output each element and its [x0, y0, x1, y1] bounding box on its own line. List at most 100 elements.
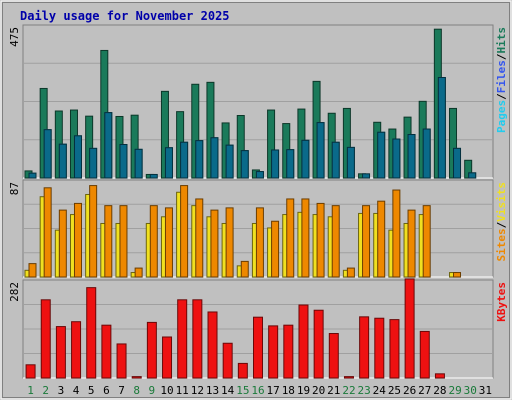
- legend-part: Visits: [495, 182, 508, 222]
- x-tick-label-17: 17: [267, 384, 280, 397]
- x-tick-label-29: 29: [448, 384, 461, 397]
- bar-sites-day-8: [134, 267, 143, 278]
- y-max-label: 282: [8, 282, 21, 302]
- bar-kbytes-day-7: [116, 343, 127, 379]
- bar-kbytes-day-6: [101, 324, 112, 379]
- x-tick-label-4: 4: [73, 384, 80, 397]
- bar-pages-day-2: [43, 129, 52, 179]
- bar-pages-day-7: [119, 144, 128, 179]
- bar-pages-day-12: [195, 140, 204, 179]
- legend-part: KBytes: [495, 282, 508, 322]
- x-tick-label-16: 16: [251, 384, 264, 397]
- bar-pages-day-5: [89, 147, 98, 179]
- legend-part: Sites: [495, 228, 508, 261]
- bar-pages-day-27: [422, 128, 431, 179]
- series-pages: [28, 77, 477, 179]
- bar-sites-day-22: [346, 267, 355, 278]
- x-tick-label-26: 26: [403, 384, 416, 397]
- series-kbytes: [25, 278, 445, 379]
- bar-pages-day-4: [73, 135, 82, 179]
- x-tick-label-5: 5: [88, 384, 95, 397]
- bar-sites-day-15: [240, 260, 249, 278]
- bar-sites-day-27: [422, 205, 431, 278]
- series-legend-label: KBytes: [495, 282, 508, 322]
- x-tick-label-23: 23: [358, 384, 371, 397]
- bar-kbytes-day-24: [374, 317, 385, 379]
- bar-sites-day-1: [28, 263, 37, 278]
- x-tick-label-1: 1: [27, 384, 34, 397]
- bar-kbytes-day-20: [313, 309, 324, 379]
- x-axis-tick-labels: 1 2 3 4 5 6 7 8 9 10 11 12 13 14 15 16 17 18 19 20 21 22 23 24 2…: [27, 384, 492, 397]
- bar-kbytes-day-19: [298, 304, 309, 379]
- x-tick-label-7: 7: [118, 384, 125, 397]
- bar-pages-day-20: [316, 122, 325, 179]
- x-tick-label-30: 30: [464, 384, 477, 397]
- x-tick-label-20: 20: [312, 384, 325, 397]
- bar-sites-day-24: [377, 200, 386, 278]
- bar-pages-day-6: [104, 112, 113, 179]
- legend-part: Pages: [495, 100, 508, 133]
- x-tick-label-25: 25: [388, 384, 401, 397]
- bar-pages-day-29: [453, 147, 462, 179]
- legend-part: Hits: [495, 27, 508, 54]
- bar-kbytes-day-11: [177, 299, 188, 379]
- bar-pages-day-15: [240, 150, 249, 179]
- bar-kbytes-day-1: [25, 364, 36, 379]
- bar-sites-day-26: [407, 209, 416, 278]
- bar-kbytes-day-9: [146, 321, 157, 379]
- x-tick-label-9: 9: [149, 384, 156, 397]
- bar-kbytes-day-15: [237, 362, 248, 379]
- bar-kbytes-day-16: [253, 316, 263, 379]
- legend-part: /: [495, 221, 508, 228]
- y-max-label: 87: [8, 182, 21, 195]
- chart-title: Daily usage for November 2025: [20, 9, 230, 23]
- bar-sites-day-6: [104, 205, 113, 278]
- bar-sites-day-4: [73, 202, 82, 278]
- bar-pages-day-1: [28, 172, 37, 179]
- series-sites: [28, 185, 462, 278]
- x-tick-label-10: 10: [160, 384, 173, 397]
- bar-pages-day-13: [210, 137, 219, 179]
- legend-part: /: [495, 53, 508, 60]
- x-tick-label-22: 22: [342, 384, 355, 397]
- series-legend-label: Sites/Visits: [495, 182, 508, 262]
- x-tick-label-21: 21: [327, 384, 340, 397]
- bar-sites-day-23: [362, 205, 371, 278]
- x-tick-label-3: 3: [58, 384, 65, 397]
- x-tick-label-6: 6: [103, 384, 110, 397]
- bar-kbytes-day-12: [192, 299, 203, 379]
- x-tick-label-13: 13: [206, 384, 219, 397]
- bar-pages-day-14: [225, 144, 234, 179]
- bar-sites-day-25: [392, 189, 401, 278]
- x-tick-label-19: 19: [297, 384, 310, 397]
- y-max-label: 475: [8, 27, 21, 47]
- x-tick-label-27: 27: [418, 384, 431, 397]
- bar-sites-day-9: [149, 205, 158, 278]
- legend-part: /: [495, 93, 508, 100]
- x-tick-label-8: 8: [133, 384, 140, 397]
- bar-sites-day-11: [180, 185, 189, 278]
- bar-pages-day-8: [134, 148, 143, 179]
- bar-pages-day-23: [362, 173, 371, 179]
- bar-sites-day-5: [89, 185, 98, 278]
- bar-pages-day-26: [407, 134, 416, 179]
- bar-pages-day-28: [437, 77, 446, 179]
- bar-kbytes-day-21: [328, 333, 339, 379]
- x-tick-label-15: 15: [236, 384, 249, 397]
- bar-kbytes-day-10: [162, 336, 173, 379]
- bar-kbytes-day-4: [71, 321, 82, 379]
- bar-kbytes-day-25: [389, 319, 400, 379]
- bar-sites-day-17: [271, 220, 280, 278]
- bar-pages-day-11: [180, 141, 189, 179]
- x-tick-label-11: 11: [176, 384, 189, 397]
- bar-kbytes-day-8: [131, 376, 142, 379]
- bar-sites-day-7: [119, 205, 128, 278]
- bar-pages-day-25: [392, 138, 401, 179]
- bar-pages-day-10: [164, 147, 173, 179]
- bar-pages-day-19: [301, 139, 310, 179]
- bar-pages-day-21: [331, 141, 340, 179]
- bar-kbytes-day-3: [55, 326, 66, 379]
- bar-sites-day-16: [255, 207, 264, 278]
